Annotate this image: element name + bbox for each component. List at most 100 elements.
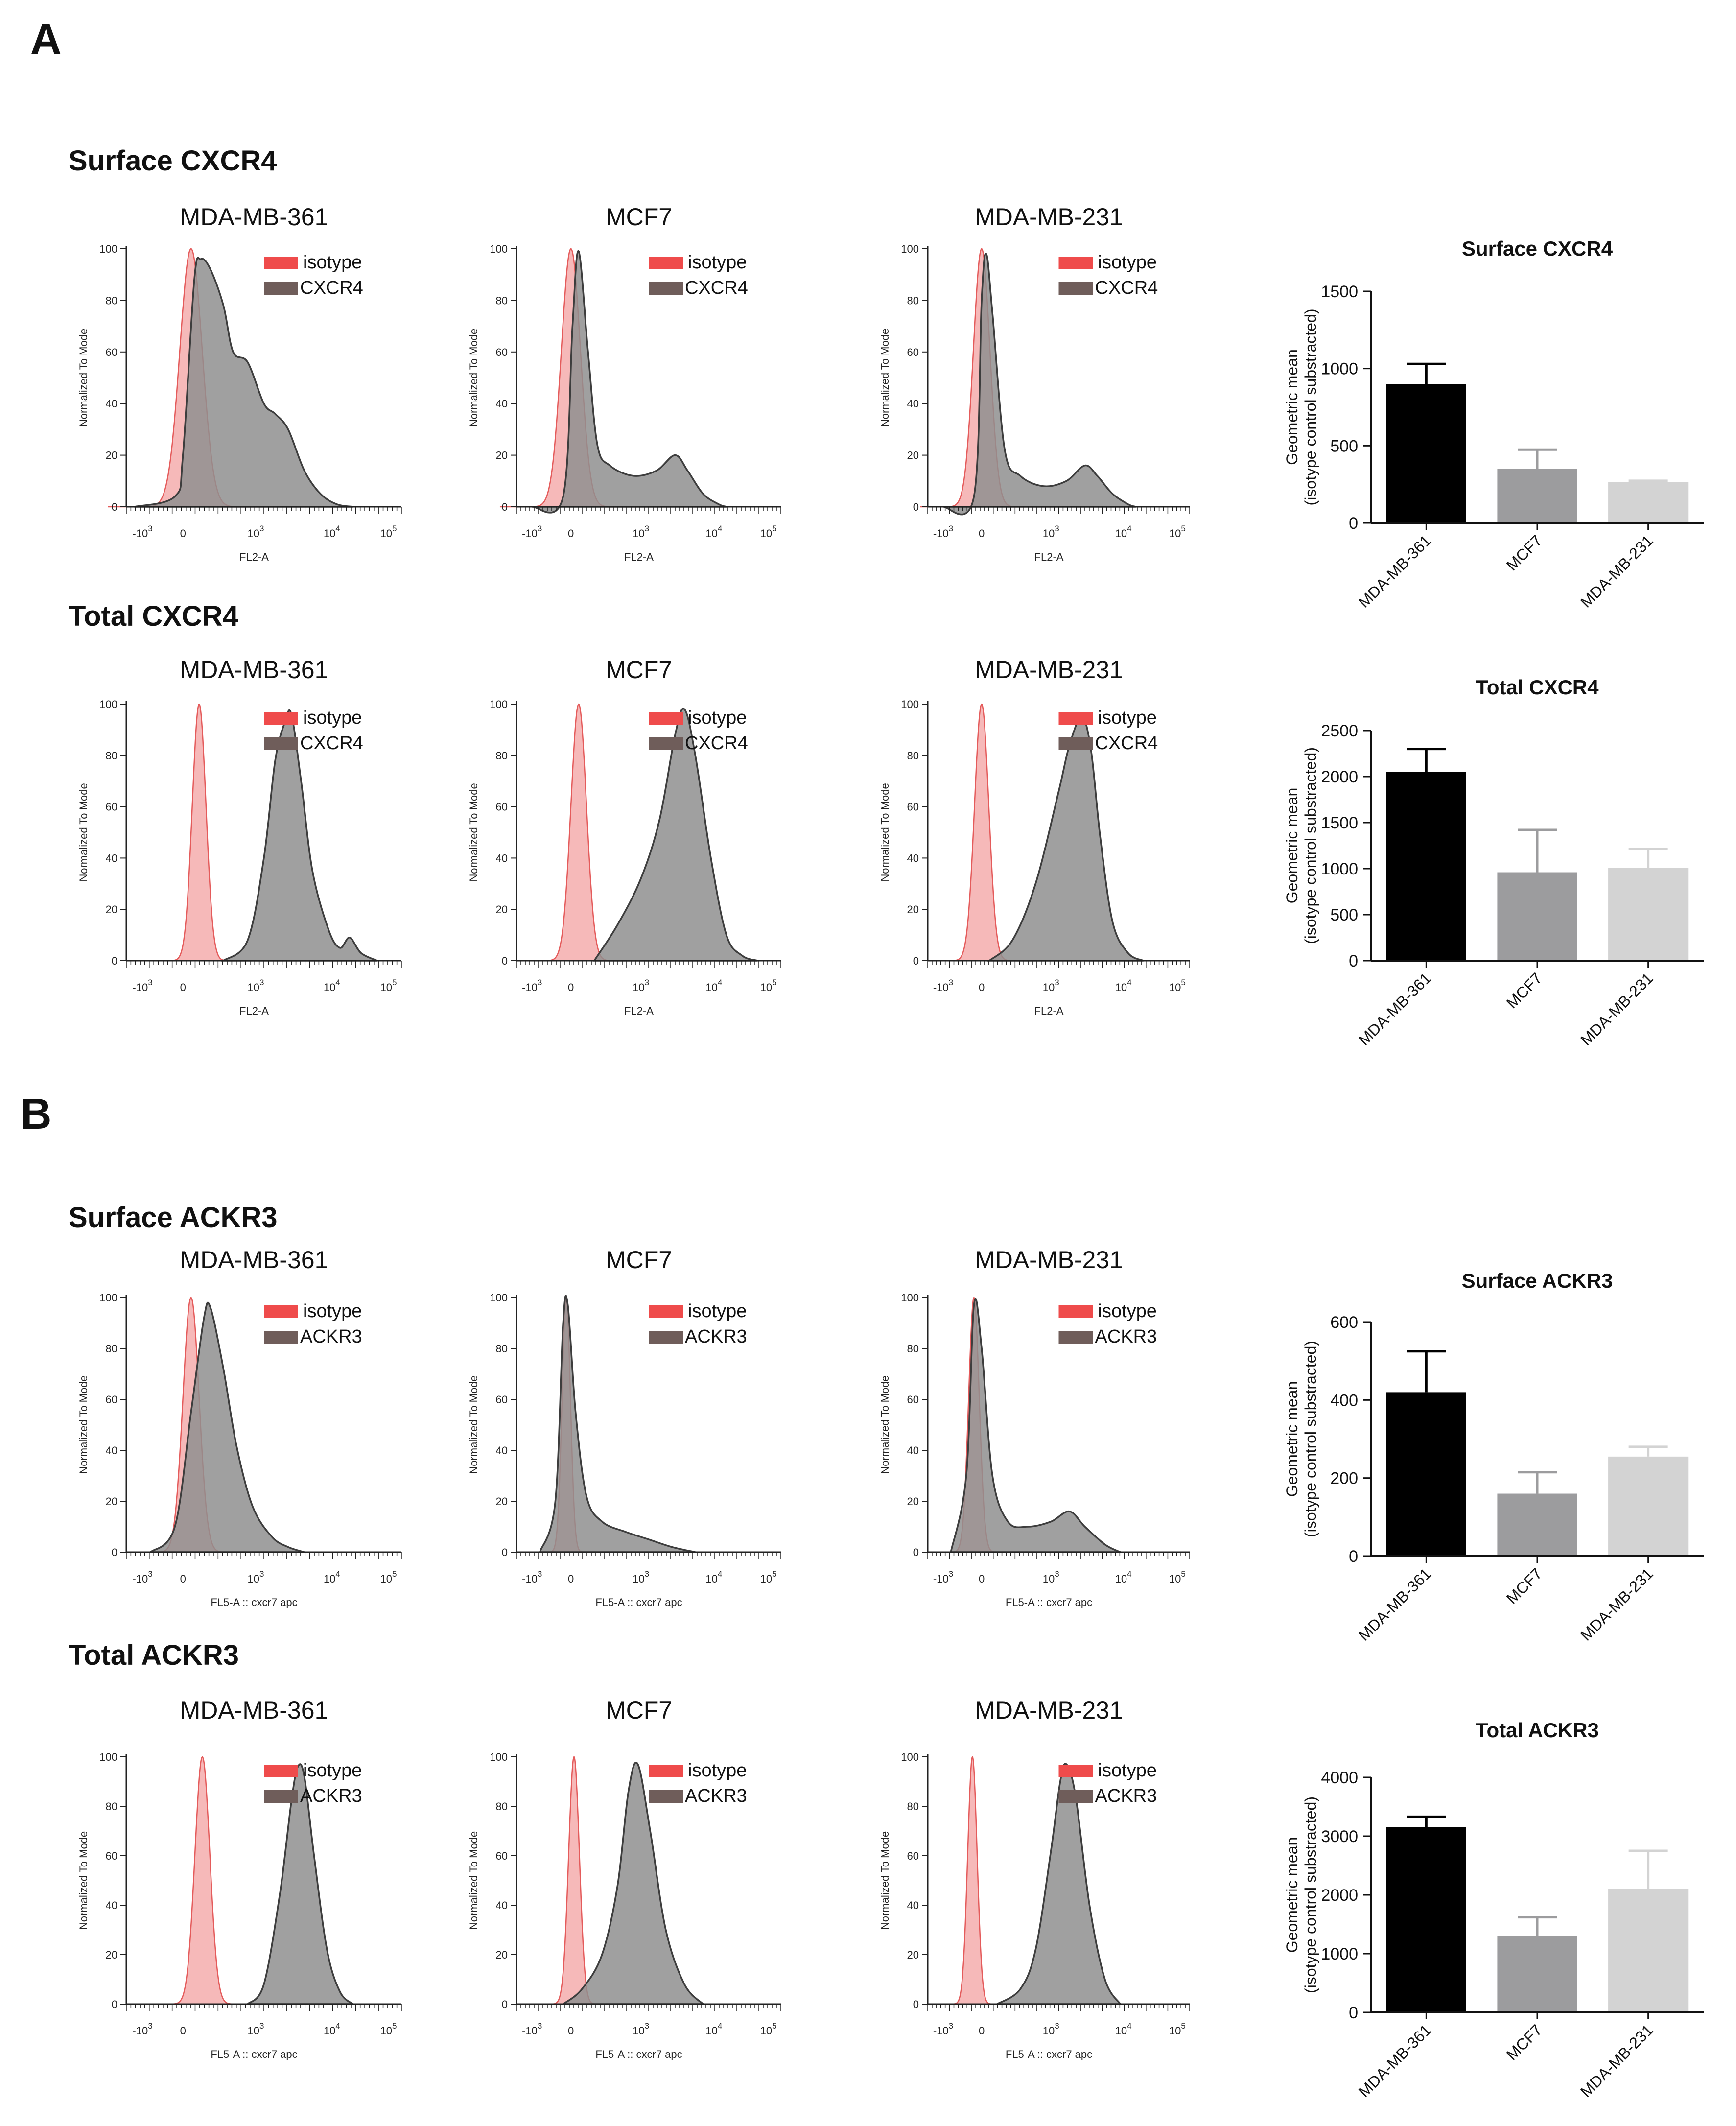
legend-swatch-isotype — [649, 712, 683, 725]
bar — [1497, 872, 1577, 961]
bar-y-tick-label: 3000 — [1321, 1827, 1358, 1846]
x-tick-exponent: 3 — [148, 2021, 152, 2031]
bar-chart: Total CXCR4 MDA-MB-361 MCF7 MDA-MB-231 0 500 1… — [1283, 676, 1704, 1049]
x-tick-label: 103 — [247, 1569, 264, 1585]
x-tick-exponent: 5 — [772, 1569, 776, 1579]
x-tick-label: 0 — [180, 527, 186, 540]
x-tick-label: 103 — [1043, 524, 1059, 540]
category-label: MCF7 — [1503, 969, 1546, 1012]
cell-line-label: MDA-MB-231 — [975, 1246, 1123, 1274]
x-tick-exponent: 3 — [949, 1569, 953, 1579]
x-tick-exponent: 4 — [718, 1569, 722, 1579]
x-tick-label: 104 — [1115, 978, 1132, 993]
x-axis-label: FL2-A — [624, 1005, 654, 1017]
x-tick-exponent: 4 — [1127, 978, 1131, 987]
x-tick-label: -103 — [132, 978, 152, 993]
histogram-mda-mb-361: MDA-MB-361 0 20 40 60 80 100 -103 0 103 104 105 FL5-… — [77, 1697, 402, 2060]
stain-histogram — [148, 1301, 305, 1553]
y-tick-label: 0 — [112, 955, 117, 967]
y-tick-label: 80 — [106, 1343, 117, 1355]
isotype-histogram — [147, 1756, 258, 2005]
y-tick-label: 100 — [901, 698, 919, 710]
y-tick-label: 60 — [106, 1850, 117, 1862]
y-tick-label: 60 — [106, 801, 117, 813]
cell-line-label: MDA-MB-231 — [975, 1697, 1123, 1724]
block-title: Total CXCR4 — [69, 600, 238, 632]
category-label: MCF7 — [1503, 1564, 1546, 1607]
y-tick-label: 0 — [913, 1546, 919, 1559]
histogram-mda-mb-361: MDA-MB-361 0 20 40 60 80 100 -103 0 103 104 105 FL5-… — [77, 1246, 402, 1608]
x-tick-exponent: 3 — [148, 524, 152, 533]
legend-swatch-isotype — [1058, 1305, 1093, 1318]
category-label: MDA-MB-231 — [1577, 2021, 1657, 2101]
x-tick-exponent: 4 — [718, 2021, 722, 2031]
x-axis-label: FL2-A — [239, 551, 269, 563]
legend-label-isotype: isotype — [688, 708, 747, 728]
x-tick-exponent: 4 — [335, 524, 340, 533]
x-tick-exponent: 5 — [772, 2021, 776, 2031]
x-tick-exponent: 5 — [392, 978, 397, 987]
x-tick-exponent: 4 — [335, 2021, 340, 2031]
bar-y-tick-label: 2000 — [1321, 1886, 1358, 1905]
x-tick-label: -103 — [522, 978, 542, 993]
bar-y-label-1: Geometric mean — [1283, 1381, 1301, 1497]
legend-swatch-stain — [264, 1331, 298, 1344]
x-tick-label: 103 — [247, 978, 264, 993]
x-tick-label: 0 — [979, 527, 985, 540]
y-tick-label: 80 — [907, 294, 919, 307]
bar-y-tick-label: 200 — [1330, 1469, 1358, 1488]
x-axis-label: FL5-A :: cxcr7 apc — [211, 1596, 297, 1608]
cell-line-label: MCF7 — [606, 1246, 672, 1274]
x-tick-exponent: 5 — [1181, 524, 1185, 533]
x-tick-label: 0 — [180, 981, 186, 993]
legend-swatch-stain — [1058, 737, 1093, 750]
x-tick-label: 105 — [760, 524, 777, 540]
bar — [1608, 482, 1689, 523]
category-label: MDA-MB-361 — [1355, 1564, 1435, 1644]
x-tick-label: 103 — [247, 2021, 264, 2037]
x-tick-label: 0 — [979, 981, 985, 993]
legend-label-isotype: isotype — [1098, 252, 1157, 273]
x-tick-exponent: 3 — [259, 2021, 264, 2031]
y-tick-label: 60 — [907, 1850, 919, 1862]
y-tick-label: 20 — [907, 1495, 919, 1508]
cell-line-label: MCF7 — [606, 203, 672, 231]
y-axis-label: Normalized To Mode — [879, 329, 891, 427]
x-tick-label: 105 — [760, 2021, 777, 2037]
legend-label-stain: ACKR3 — [1095, 1786, 1157, 1806]
x-tick-label: 104 — [324, 1569, 340, 1585]
bar-y-tick-label: 0 — [1349, 1547, 1358, 1566]
x-tick-label: 104 — [324, 978, 340, 993]
x-tick-exponent: 4 — [1127, 1569, 1131, 1579]
bar-y-label-2: (isotype control substracted) — [1302, 1341, 1319, 1537]
x-tick-label: 104 — [705, 1569, 722, 1585]
y-tick-label: 80 — [496, 750, 508, 762]
legend-label-isotype: isotype — [303, 1301, 362, 1322]
legend-swatch-stain — [649, 1790, 683, 1803]
y-tick-label: 100 — [99, 1292, 117, 1304]
cell-line-label: MDA-MB-231 — [975, 656, 1123, 684]
x-tick-exponent: 3 — [259, 524, 264, 533]
y-tick-label: 60 — [907, 346, 919, 358]
y-axis-label: Normalized To Mode — [879, 1375, 891, 1474]
y-tick-label: 80 — [106, 294, 117, 307]
block-title: Total ACKR3 — [69, 1639, 239, 1671]
legend-label-isotype: isotype — [1098, 1760, 1157, 1781]
legend-label-stain: CXCR4 — [1095, 278, 1158, 298]
bar — [1497, 469, 1577, 523]
x-tick-exponent: 3 — [1055, 1569, 1059, 1579]
x-tick-label: -103 — [132, 2021, 152, 2037]
bar-y-tick-label: 2500 — [1321, 722, 1358, 740]
histogram-mda-mb-361: MDA-MB-361 0 20 40 60 80 100 -103 0 103 104 105 FL2-… — [77, 203, 402, 563]
y-tick-label: 40 — [907, 398, 919, 410]
legend-label-stain: CXCR4 — [300, 733, 363, 754]
y-tick-label: 0 — [913, 501, 919, 513]
bar-y-tick-label: 1000 — [1321, 860, 1358, 878]
x-tick-label: 104 — [705, 978, 722, 993]
legend-swatch-isotype — [1058, 1765, 1093, 1777]
x-tick-exponent: 5 — [772, 978, 776, 987]
isotype-histogram — [937, 1756, 1008, 2005]
histogram-mda-mb-231: MDA-MB-231 0 20 40 60 80 100 -103 0 103 104 105 FL5-… — [879, 1697, 1190, 2060]
